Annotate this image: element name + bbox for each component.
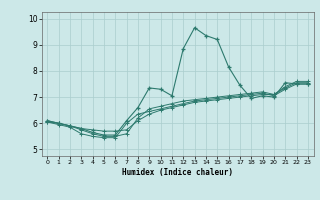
- X-axis label: Humidex (Indice chaleur): Humidex (Indice chaleur): [122, 168, 233, 177]
